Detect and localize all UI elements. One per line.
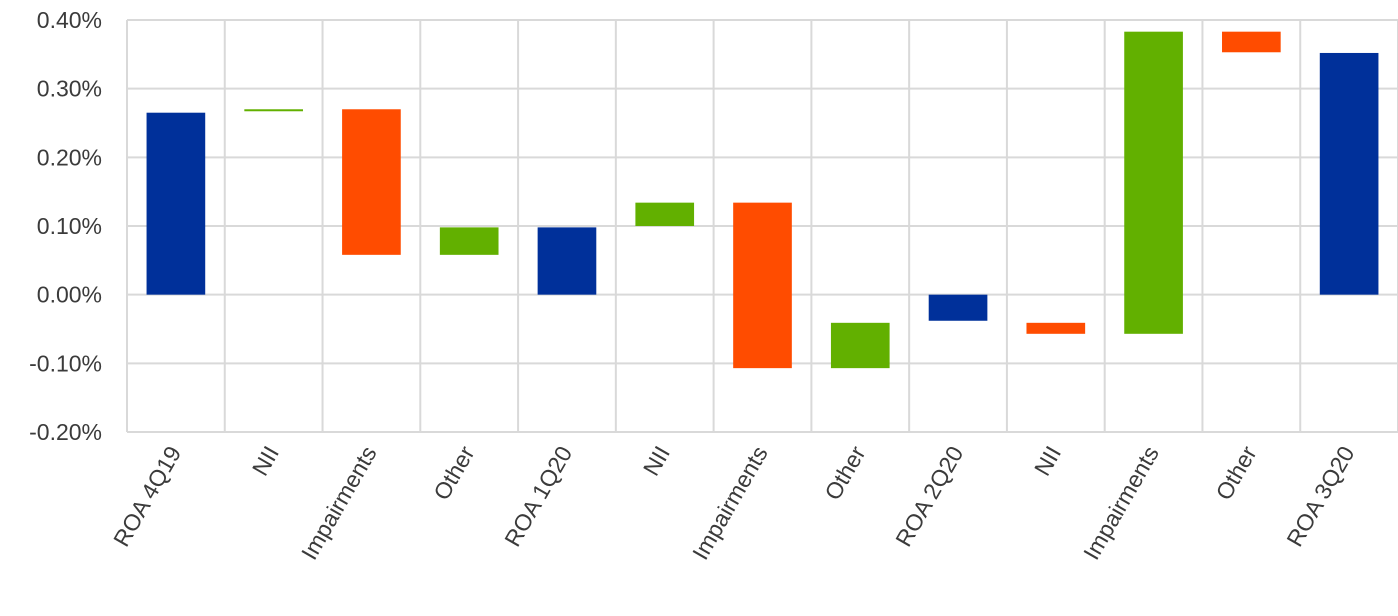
total-bar	[1319, 52, 1379, 295]
x-category-label: NII	[638, 442, 675, 480]
y-tick-label: 0.30%	[37, 76, 102, 102]
x-category-label: ROA 3Q20	[1281, 442, 1359, 551]
bar-layer	[146, 31, 1379, 369]
x-category-label: NII	[247, 442, 284, 480]
total-bar	[928, 294, 988, 321]
y-tick-label: -0.10%	[29, 350, 102, 376]
x-category-label: ROA 2Q20	[890, 442, 968, 551]
decrease-bar	[733, 202, 792, 369]
x-category-label: Other	[1210, 441, 1261, 504]
y-tick-label: 0.10%	[37, 213, 102, 239]
x-axis-category-labels: ROA 4Q19 NII Impairments Other ROA 1Q20 NII Im…	[108, 441, 1359, 564]
total-bar	[146, 112, 206, 295]
x-category-label: Other	[819, 441, 870, 504]
decrease-bar	[1026, 322, 1086, 334]
y-axis-tick-labels: 0.40% 0.30% 0.20% 0.10% 0.00% -0.10% -0.20%	[29, 7, 102, 445]
x-category-label: ROA 1Q20	[499, 442, 577, 551]
decrease-bar	[342, 109, 401, 255]
increase-bar	[635, 202, 695, 226]
x-category-label: Impairments	[296, 442, 382, 565]
total-bar	[537, 227, 597, 295]
x-category-label: NII	[1029, 442, 1066, 480]
y-tick-label: 0.40%	[37, 7, 102, 33]
y-tick-label: 0.00%	[37, 282, 102, 308]
y-tick-label: -0.20%	[29, 419, 102, 445]
increase-bar	[1124, 31, 1183, 334]
x-category-label: Impairments	[1078, 442, 1164, 565]
increase-bar	[244, 109, 303, 112]
x-category-label: Other	[428, 441, 479, 504]
increase-bar	[439, 227, 499, 255]
decrease-bar	[1222, 31, 1281, 53]
increase-bar	[830, 322, 890, 369]
y-tick-label: 0.20%	[37, 144, 102, 170]
x-category-label: ROA 4Q19	[108, 442, 186, 551]
x-category-label: Impairments	[687, 442, 773, 565]
